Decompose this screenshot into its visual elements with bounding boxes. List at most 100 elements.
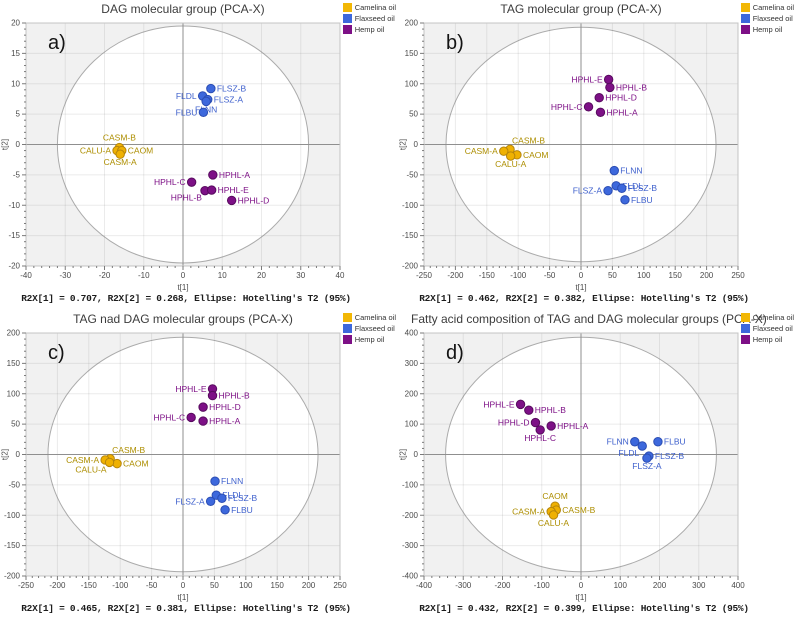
legend-item: Camelina oil <box>342 3 396 12</box>
point-calu-a <box>104 457 115 468</box>
x-tick-label: 100 <box>637 271 651 280</box>
point-hphl-c <box>186 177 197 187</box>
y-tick-label: 5 <box>16 110 21 119</box>
x-tick-label: 250 <box>731 271 745 280</box>
y-tick-label: 300 <box>405 359 419 368</box>
point-label-hphl-a: HPHL-A <box>219 170 251 180</box>
x-tick-label: -20 <box>99 271 111 280</box>
y-tick-label: 150 <box>405 49 419 58</box>
point-flbu <box>620 195 630 205</box>
y-tick-label: -100 <box>402 480 419 489</box>
legend-label: Camelina oil <box>354 313 396 322</box>
point-casm-a <box>499 146 509 156</box>
point-caom <box>112 458 122 469</box>
y-axis-title: t[2] <box>0 138 10 151</box>
y-tick-label: -100 <box>4 511 21 520</box>
point-label-hphl-d: HPHL-D <box>238 195 270 205</box>
point-label-hphl-a: HPHL-A <box>606 107 638 117</box>
point-hphl-b <box>605 82 615 93</box>
y-tick-label: 200 <box>405 389 419 398</box>
legend-item: Camelina oil <box>740 313 794 322</box>
legend: Camelina oil Flaxseed oil Hemp oil <box>740 3 794 34</box>
point-label-flsz-b: FLSZ-B <box>655 451 685 461</box>
panel-d: Fatty acid composition of TAG and DAG mo… <box>398 310 796 620</box>
point-hphl-a <box>546 421 556 431</box>
legend-item: Hemp oil <box>740 335 794 344</box>
point-label-casm-a: CASM-A <box>66 455 99 465</box>
y-tick-label: -50 <box>406 170 418 179</box>
point-hphl-a <box>595 107 606 118</box>
chart-title: DAG molecular group (PCA-X) <box>101 2 265 16</box>
y-tick-label: -150 <box>402 231 419 240</box>
legend-item: Hemp oil <box>342 25 396 34</box>
legend: Camelina oil Flaxseed oil Hemp oil <box>342 3 396 34</box>
point-flsz-a <box>603 185 613 196</box>
y-tick-label: -20 <box>8 262 20 271</box>
point-label-fldl: FLDL <box>176 91 197 101</box>
x-axis-title: t[1] <box>177 283 189 292</box>
x-tick-label: 100 <box>614 581 628 590</box>
y-tick-label: 100 <box>405 79 419 88</box>
point-casm-a <box>115 149 125 159</box>
legend-swatch <box>342 324 352 333</box>
point-flsz-a <box>642 453 652 463</box>
y-tick-label: 100 <box>7 389 21 398</box>
legend-swatch <box>342 313 352 322</box>
legend-swatch <box>740 313 750 322</box>
y-tick-label: 0 <box>414 450 419 459</box>
x-tick-label: -50 <box>146 581 158 590</box>
point-label-hphl-e: HPHL-E <box>483 399 515 409</box>
y-tick-label: 0 <box>414 140 419 149</box>
legend: Camelina oil Flaxseed oil Hemp oil <box>342 313 396 344</box>
legend-swatch <box>740 25 750 34</box>
point-label-hphl-c: HPHL-C <box>551 102 583 112</box>
legend-label: Hemp oil <box>354 25 385 34</box>
point-label-flsz-a: FLSZ-A <box>573 186 603 196</box>
x-tick-label: 200 <box>653 581 667 590</box>
y-tick-label: 150 <box>7 359 21 368</box>
point-label-hphl-c: HPHL-C <box>524 433 556 443</box>
point-hphl-c <box>186 412 196 423</box>
legend-label: Flaxseed oil <box>354 324 395 333</box>
x-tick-label: -100 <box>510 271 527 280</box>
point-label-hphl-d: HPHL-D <box>498 418 530 428</box>
point-label-hphl-d: HPHL-D <box>209 402 241 412</box>
x-tick-label: -250 <box>416 271 433 280</box>
legend-swatch <box>342 25 352 34</box>
model-stats-caption: R2X[1] = 0.462, R2X[2] = 0.382, Ellipse:… <box>419 293 749 304</box>
point-label-flbu: FLBU <box>664 437 686 447</box>
x-tick-label: 300 <box>692 581 706 590</box>
point-hphl-c <box>583 102 594 112</box>
point-hphl-d <box>594 93 604 103</box>
x-tick-label: 40 <box>336 271 345 280</box>
x-tick-label: 0 <box>579 581 584 590</box>
legend-label: Hemp oil <box>752 25 783 34</box>
point-label-calu-a: CALU-A <box>495 159 527 169</box>
x-tick-label: -300 <box>455 581 472 590</box>
legend-swatch <box>342 14 352 23</box>
point-calu-a <box>548 510 559 520</box>
point-flnn <box>201 96 211 107</box>
point-label-caom: CAOM <box>523 150 549 160</box>
x-tick-label: -150 <box>479 271 496 280</box>
legend-item: Hemp oil <box>342 335 396 344</box>
legend-item: Flaxseed oil <box>342 324 396 333</box>
legend-swatch <box>342 3 352 12</box>
point-label-flsz-b: FLSZ-B <box>217 84 247 94</box>
legend-item: Hemp oil <box>740 25 794 34</box>
point-label-calu-a: CALU-A <box>538 518 570 528</box>
x-tick-label: 150 <box>271 581 285 590</box>
point-label-caom: CAOM <box>542 491 568 501</box>
x-tick-label: -200 <box>494 581 511 590</box>
legend-label: Flaxseed oil <box>354 14 395 23</box>
x-tick-label: 0 <box>181 581 186 590</box>
point-label-hphl-c: HPHL-C <box>154 412 186 422</box>
y-tick-label: 50 <box>409 110 418 119</box>
y-axis-title: t[2] <box>398 448 408 461</box>
point-label-hphl-b: HPHL-B <box>219 391 251 401</box>
legend-swatch <box>342 335 352 344</box>
panel-letter: b) <box>446 32 464 54</box>
y-tick-label: 20 <box>11 19 20 28</box>
legend-label: Camelina oil <box>354 3 396 12</box>
